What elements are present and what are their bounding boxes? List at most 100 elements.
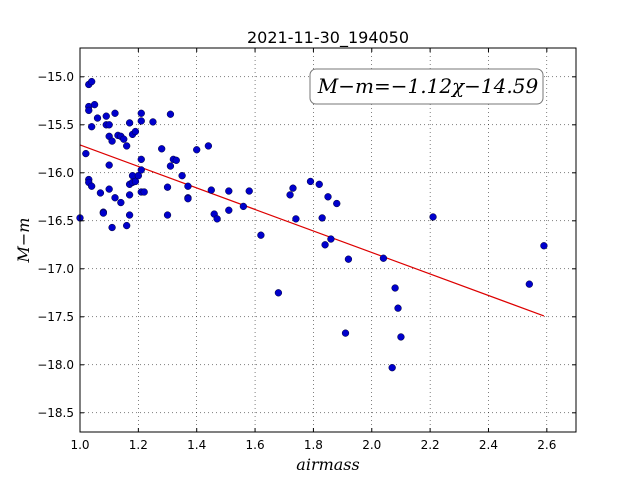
data-point — [137, 166, 145, 174]
data-point — [137, 109, 145, 117]
y-axis-ticks: −15.0 −15.5 −16.0 −16.5 −17.0 −17.5 −18.0 −18.5 — [37, 70, 576, 420]
data-point — [525, 280, 533, 288]
data-point — [166, 162, 175, 170]
data-point — [391, 284, 399, 292]
data-point — [99, 209, 107, 217]
data-points — [76, 77, 548, 372]
data-point — [111, 109, 119, 117]
data-point — [397, 333, 405, 341]
data-point — [137, 155, 145, 164]
data-point — [172, 156, 180, 164]
y-tick-label: −15.5 — [37, 118, 74, 132]
data-point — [88, 77, 96, 86]
data-point — [93, 114, 102, 122]
data-point — [289, 184, 297, 192]
plot-frame — [79, 47, 577, 433]
x-tick-label: 2.2 — [421, 438, 440, 452]
data-point — [239, 202, 248, 211]
data-point — [257, 231, 265, 239]
data-point — [105, 121, 113, 129]
data-point — [149, 118, 157, 126]
x-axis-ticks: 1.0 1.2 1.4 1.6 1.8 2.0 2.2 2.4 2.6 — [70, 48, 556, 452]
data-point — [108, 137, 116, 145]
fit-line — [79, 144, 545, 317]
fit-annotation: M−m=−1.12χ−14.59 — [309, 68, 544, 105]
data-point — [274, 289, 283, 297]
x-tick-label: 2.4 — [479, 438, 498, 452]
y-tick-label: −18.5 — [37, 406, 74, 420]
data-point — [379, 254, 388, 262]
y-tick-label: −18.0 — [37, 358, 74, 372]
y-axis-label: M−m — [14, 218, 33, 264]
data-point — [540, 242, 548, 250]
y-tick-label: −17.5 — [37, 310, 74, 324]
data-point — [225, 206, 233, 214]
data-point — [163, 211, 172, 219]
data-point — [123, 221, 131, 230]
data-point — [85, 106, 93, 115]
data-point — [131, 127, 140, 136]
chart-title: 2021-11-30_194050 — [247, 28, 409, 48]
data-point — [163, 183, 172, 191]
data-point — [341, 329, 350, 337]
data-point — [429, 213, 437, 221]
data-point — [82, 149, 90, 158]
data-point — [344, 255, 353, 263]
data-point — [102, 112, 110, 120]
y-tick-label: −17.0 — [37, 262, 74, 276]
data-point — [321, 241, 329, 249]
fit-line-group — [79, 144, 545, 317]
data-point — [245, 187, 253, 195]
data-point — [184, 182, 192, 190]
grid-lines — [79, 48, 576, 432]
data-point — [125, 119, 134, 127]
x-tick-label: 1.8 — [304, 438, 323, 452]
data-point — [204, 142, 213, 150]
x-axis-label: airmass — [296, 455, 359, 474]
data-point — [125, 211, 134, 219]
y-tick-label: −15.0 — [37, 70, 74, 84]
data-point — [125, 191, 134, 199]
data-point — [178, 172, 186, 180]
data-point — [394, 304, 402, 312]
data-point — [131, 177, 140, 186]
data-point — [166, 110, 175, 118]
data-point — [105, 161, 113, 169]
x-tick-label: 1.6 — [246, 438, 265, 452]
x-tick-label: 2.6 — [537, 438, 556, 452]
data-point — [158, 145, 166, 153]
data-point — [117, 198, 125, 207]
y-tick-label: −16.5 — [37, 214, 74, 228]
data-point — [292, 215, 300, 223]
data-point — [88, 182, 96, 190]
annotation-text: M−m=−1.12χ−14.59 — [317, 74, 539, 98]
data-point — [318, 214, 326, 222]
data-point — [134, 172, 143, 180]
data-point — [207, 186, 215, 194]
data-point — [286, 191, 294, 199]
data-point — [96, 189, 105, 197]
annotation-box — [309, 68, 544, 105]
data-point — [184, 195, 192, 203]
data-point — [120, 135, 128, 143]
y-tick-label: −16.0 — [37, 166, 74, 180]
data-point — [213, 215, 221, 223]
data-point — [108, 223, 116, 232]
data-point — [111, 194, 119, 202]
data-point — [306, 177, 315, 186]
data-point — [105, 185, 113, 193]
x-tick-label: 1.4 — [187, 438, 206, 452]
data-point — [137, 117, 145, 125]
data-point — [193, 146, 201, 154]
x-tick-label: 1.2 — [129, 438, 148, 452]
data-point — [315, 180, 323, 188]
data-point — [90, 100, 99, 109]
data-point — [88, 123, 96, 131]
data-point — [333, 199, 341, 208]
data-point — [123, 142, 131, 150]
data-point — [324, 193, 332, 201]
x-tick-label: 1.0 — [70, 438, 89, 452]
data-point — [388, 364, 396, 372]
x-tick-label: 2.0 — [362, 438, 381, 452]
